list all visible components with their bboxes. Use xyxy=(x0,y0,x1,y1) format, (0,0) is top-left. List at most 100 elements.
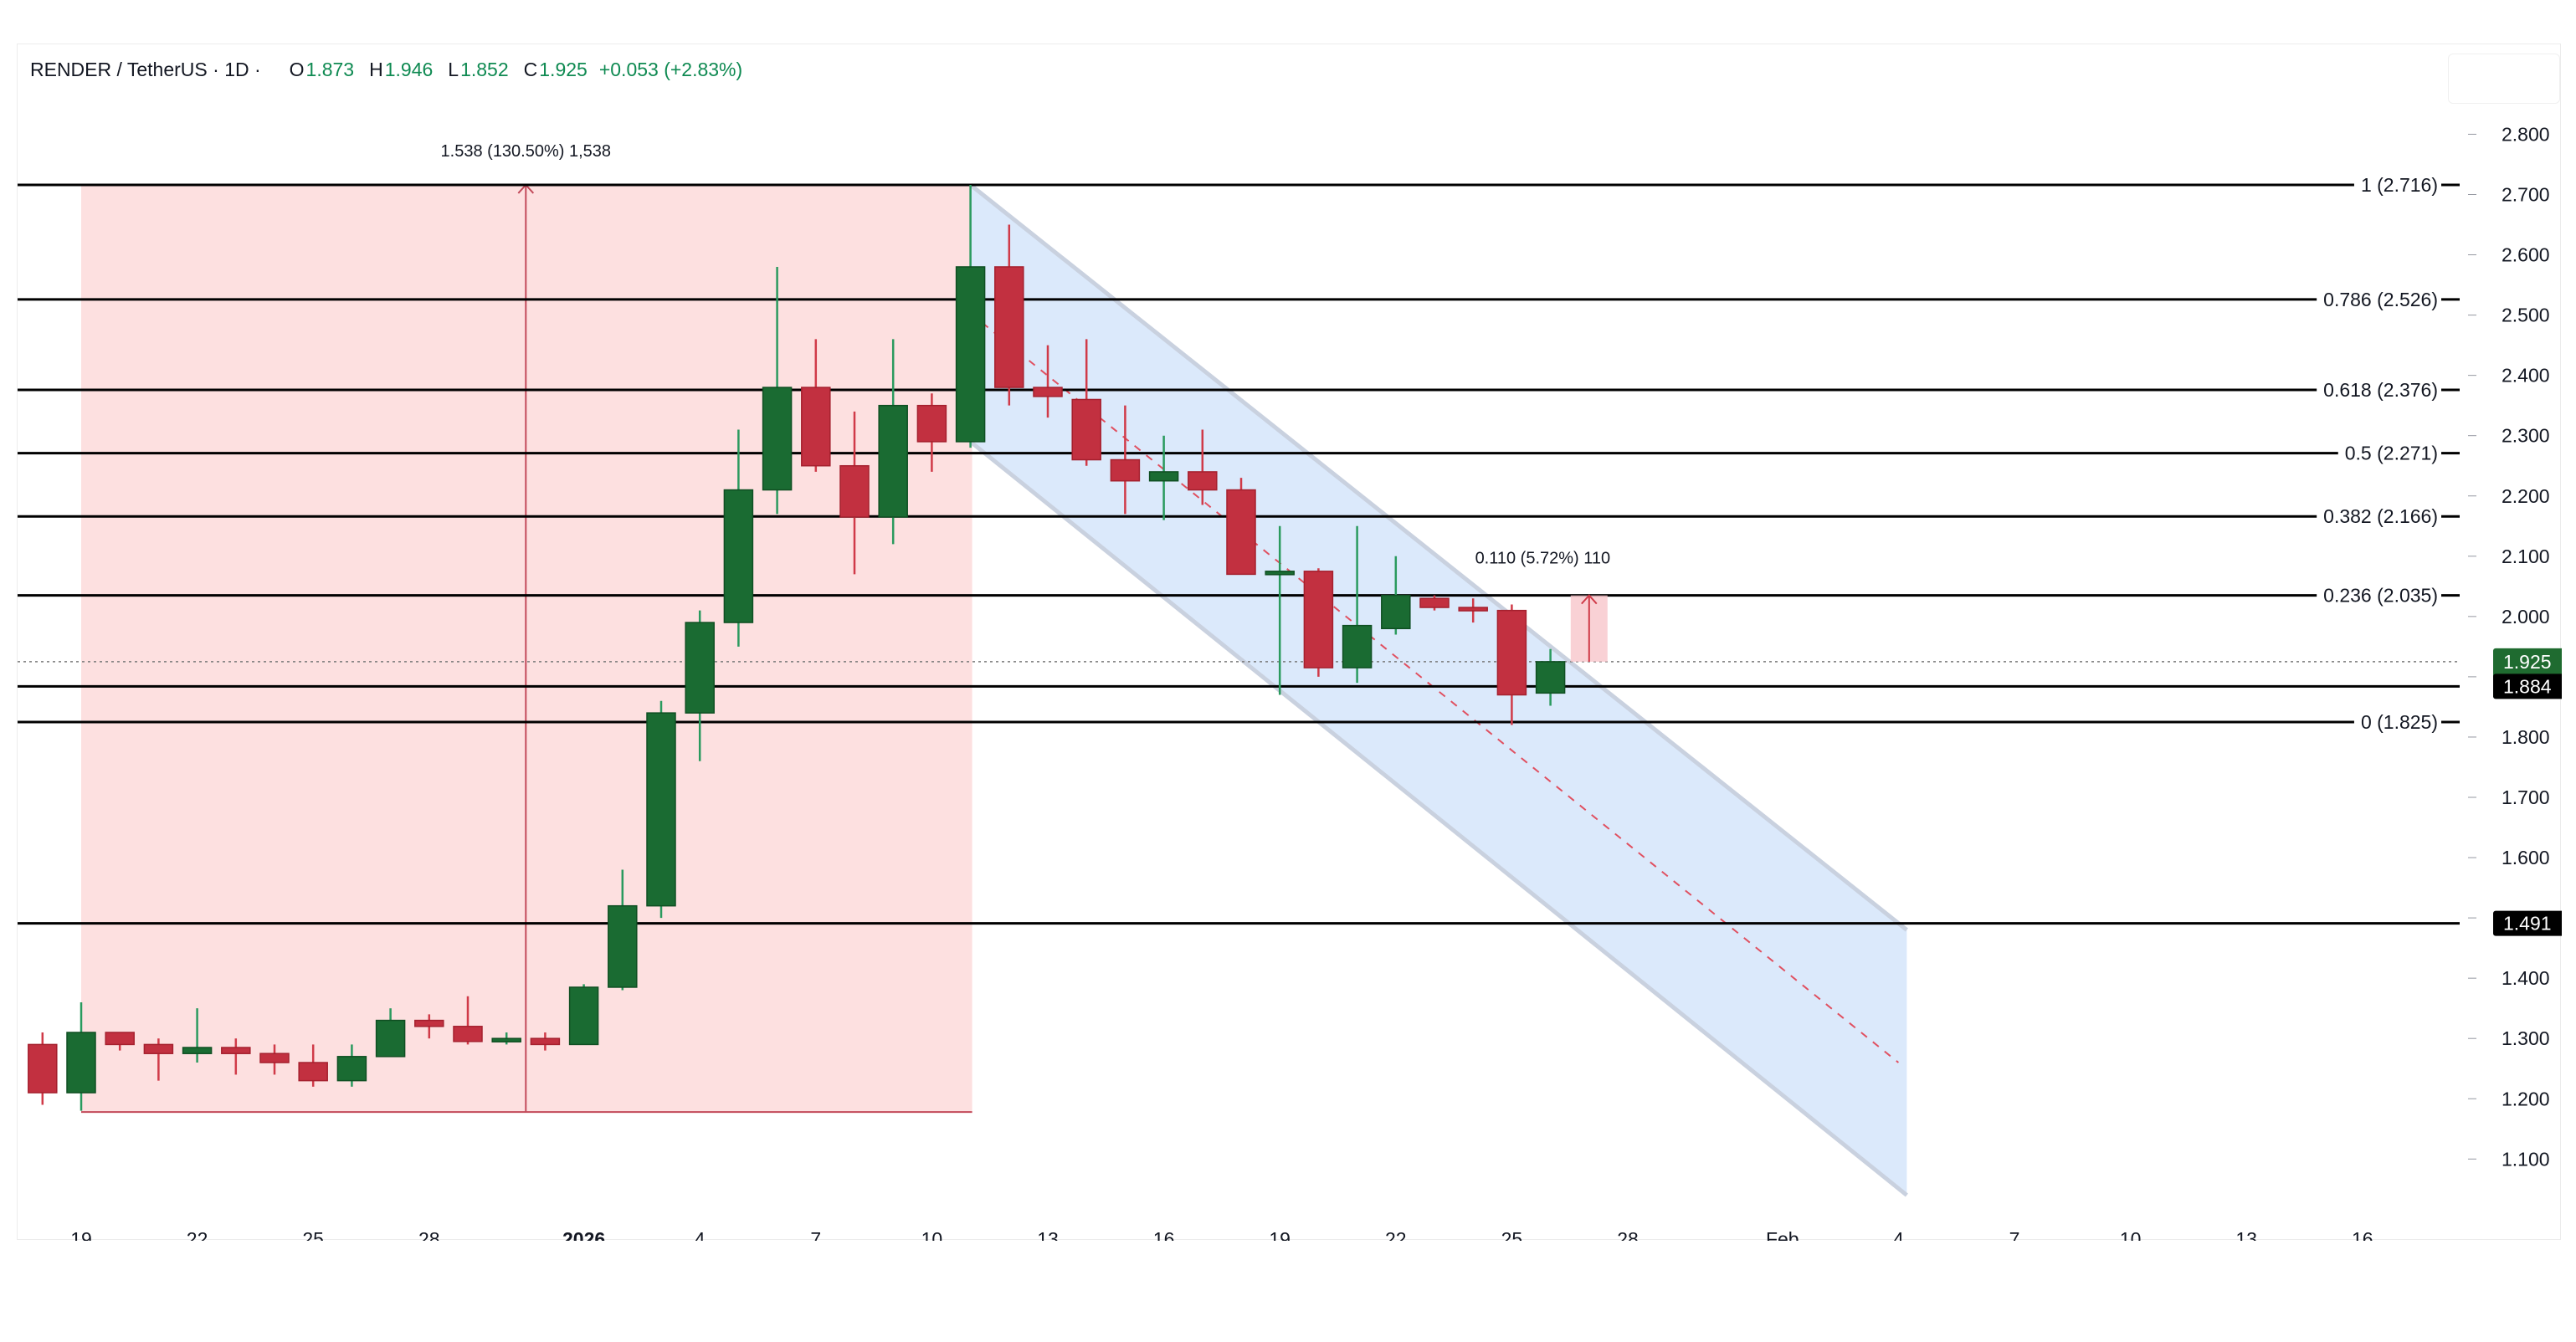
candle-body xyxy=(1110,458,1141,482)
x-tick-label: 28 xyxy=(418,1228,440,1241)
candle-body xyxy=(1188,471,1218,491)
fib-label-0-382: 0.382 (2.166) xyxy=(2323,505,2438,527)
fib-label-0-236: 0.236 (2.035) xyxy=(2323,585,2438,607)
y-tick-label: 2.300 xyxy=(2502,425,2550,447)
open-label: O xyxy=(289,59,305,80)
x-tick-label: 22 xyxy=(1385,1228,1407,1241)
x-tick-label: 19 xyxy=(70,1228,92,1241)
x-tick-label: 28 xyxy=(1617,1228,1639,1241)
x-tick-label: 10 xyxy=(921,1228,943,1241)
fib-label-0-618: 0.618 (2.376) xyxy=(2323,379,2438,401)
y-tick-label: 1.200 xyxy=(2502,1088,2550,1109)
y-tick-label: 1.100 xyxy=(2502,1148,2550,1170)
y-tick-label: 2.400 xyxy=(2502,365,2550,387)
x-tick-label: 10 xyxy=(2120,1228,2142,1241)
y-tick-label: 2.500 xyxy=(2502,305,2550,326)
x-tick-label: 25 xyxy=(302,1228,324,1241)
x-tick-label: 7 xyxy=(2009,1228,2020,1241)
candle-body xyxy=(453,1026,483,1042)
low-value: 1.852 xyxy=(460,59,509,80)
candle-body xyxy=(1535,661,1566,694)
candle-body xyxy=(685,622,715,714)
fib-label-0: 0 (1.825) xyxy=(2361,711,2438,733)
range-measure-2-label: 0.110 (5.72%) 110 xyxy=(1475,550,1611,568)
candle-body xyxy=(105,1032,135,1046)
y-tick-label: 1.700 xyxy=(2502,786,2550,808)
chart-settings-box[interactable] xyxy=(2448,54,2560,104)
candle-body xyxy=(1419,597,1450,608)
y-tick-label: 1.800 xyxy=(2502,726,2550,748)
channel-lower-line xyxy=(969,439,1908,1197)
change-value: +0.053 (+2.83%) xyxy=(598,59,743,80)
candle-body xyxy=(259,1053,290,1063)
support-badge-1-491: 1.491 xyxy=(2503,913,2552,935)
fib-label-0-786: 0.786 (2.526) xyxy=(2323,289,2438,310)
x-tick-label: 13 xyxy=(2235,1228,2257,1241)
channel-fill xyxy=(970,184,1907,1196)
candle-body xyxy=(646,712,676,907)
support-badge-1-491-bg xyxy=(2493,910,2562,936)
candle-body xyxy=(762,387,793,491)
high-value: 1.946 xyxy=(384,59,434,80)
candle-body xyxy=(336,1056,367,1082)
low-label: L xyxy=(448,59,459,80)
candle-body xyxy=(530,1037,561,1046)
price-chart[interactable]: 1.538 (130.50%) 1,538 1 (2.716) 0.786 (2.5… xyxy=(18,44,2562,1241)
y-tick-label: 2.100 xyxy=(2502,546,2550,567)
candle-body xyxy=(723,489,754,623)
close-value: 1.925 xyxy=(539,59,588,80)
y-tick-label: 1.600 xyxy=(2502,847,2550,868)
candle-body xyxy=(414,1019,444,1027)
x-tick-label: 16 xyxy=(1153,1228,1175,1241)
candle-body xyxy=(1265,571,1295,576)
x-tick-label: 2026 xyxy=(562,1228,605,1241)
x-tick-label: 13 xyxy=(1037,1228,1059,1241)
candle-body xyxy=(801,387,831,467)
fib-label-1: 1 (2.716) xyxy=(2361,174,2438,196)
candle-body xyxy=(143,1043,174,1054)
candle-body xyxy=(375,1019,406,1058)
x-tick-label: 22 xyxy=(187,1228,208,1241)
symbol-title[interactable]: RENDER / TetherUS · 1D · xyxy=(30,59,261,80)
candle-body xyxy=(568,986,599,1046)
candle-body xyxy=(1226,489,1256,576)
x-tick-label: 25 xyxy=(1501,1228,1523,1241)
candle-body xyxy=(1496,609,1527,696)
candle-body xyxy=(298,1062,328,1082)
x-tick-label: 4 xyxy=(1893,1228,1904,1241)
candle-body xyxy=(955,266,986,443)
high-label: H xyxy=(369,59,383,80)
y-tick-label: 1.300 xyxy=(2502,1027,2550,1049)
chart-panel[interactable]: 1.538 (130.50%) 1,538 1 (2.716) 0.786 (2.5… xyxy=(17,44,2562,1241)
x-tick-label: 7 xyxy=(810,1228,821,1241)
candle-body xyxy=(221,1047,251,1054)
y-tick-label: 2.000 xyxy=(2502,606,2550,627)
symbol-legend: RENDER / TetherUS · 1D · O 1.873 H 1.946 L… xyxy=(30,59,742,81)
candle-body xyxy=(1148,471,1179,482)
candle-body xyxy=(1381,594,1411,630)
channel-upper-line xyxy=(969,183,1908,932)
y-tick-label: 2.800 xyxy=(2502,123,2550,145)
candle-body xyxy=(1033,387,1063,397)
candle-body xyxy=(66,1032,96,1094)
x-tick-label: 16 xyxy=(2352,1228,2373,1241)
y-tick-label: 1.400 xyxy=(2502,967,2550,989)
candle-body xyxy=(878,404,908,518)
current-price-badge: 1.925 xyxy=(2503,651,2552,673)
candle-body xyxy=(994,266,1024,388)
candle-body xyxy=(1303,571,1334,668)
candle-body xyxy=(1071,398,1101,461)
candle-body xyxy=(839,464,870,518)
y-tick-label: 2.700 xyxy=(2502,184,2550,206)
range-measure-2-arrowhead xyxy=(1581,594,1598,605)
candle-body xyxy=(491,1037,521,1042)
x-tick-label: 19 xyxy=(1269,1228,1291,1241)
candle-body xyxy=(1342,624,1373,668)
y-tick-label: 2.600 xyxy=(2502,244,2550,266)
candle-body xyxy=(608,904,638,988)
x-tick-label: Feb xyxy=(1766,1228,1799,1241)
fib-label-0-5: 0.5 (2.271) xyxy=(2345,443,2438,464)
candle-body xyxy=(182,1047,213,1054)
support-badge-1-884-bg xyxy=(2493,674,2562,699)
close-label: C xyxy=(523,59,538,80)
